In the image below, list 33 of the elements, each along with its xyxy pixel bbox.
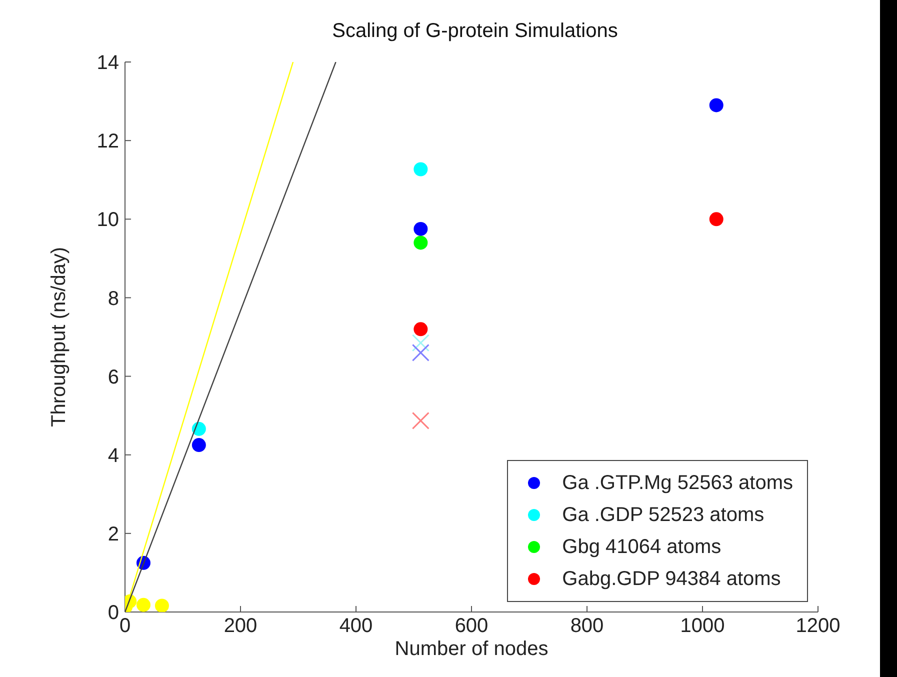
y-tick-label: 8	[108, 288, 119, 310]
point	[412, 344, 430, 362]
point	[192, 438, 206, 452]
y-tick-label: 4	[108, 444, 119, 467]
y-tick-label: 10	[96, 209, 119, 232]
y-tick-label: 14	[96, 52, 119, 74]
x-tick-label: 1200	[796, 615, 840, 638]
x-tick-label: 600	[454, 615, 488, 638]
point	[412, 412, 430, 430]
legend-label: Gbg 41064 atoms	[562, 536, 722, 558]
legend-label: Ga .GDP 52523 atoms	[562, 504, 764, 526]
point	[154, 598, 169, 612]
chart-title: Scaling of G-protein Simulations	[331, 20, 619, 43]
point	[192, 422, 206, 436]
y-tick-label: 2	[108, 524, 119, 546]
point	[414, 236, 428, 250]
point	[414, 162, 428, 176]
x-tick-label: 400	[339, 615, 373, 638]
y-tick-label: 6	[108, 366, 119, 388]
x-tick-label: 200	[224, 615, 258, 638]
y-tick-label: 12	[96, 130, 119, 153]
point	[709, 212, 724, 226]
point	[709, 98, 724, 112]
x-axis-title: Number of nodes	[394, 638, 548, 660]
point	[414, 222, 428, 236]
x-tick-label: 1000	[680, 615, 725, 638]
point	[136, 598, 150, 612]
x-tick-label: 800	[570, 615, 604, 638]
legend-label: Gabg.GDP 94384 atoms	[562, 568, 781, 590]
point	[414, 322, 428, 336]
legend-label: Ga .GTP.Mg 52563 atoms	[562, 472, 793, 494]
y-axis-title: Throughput (ns/day)	[48, 246, 70, 427]
point	[412, 334, 430, 352]
